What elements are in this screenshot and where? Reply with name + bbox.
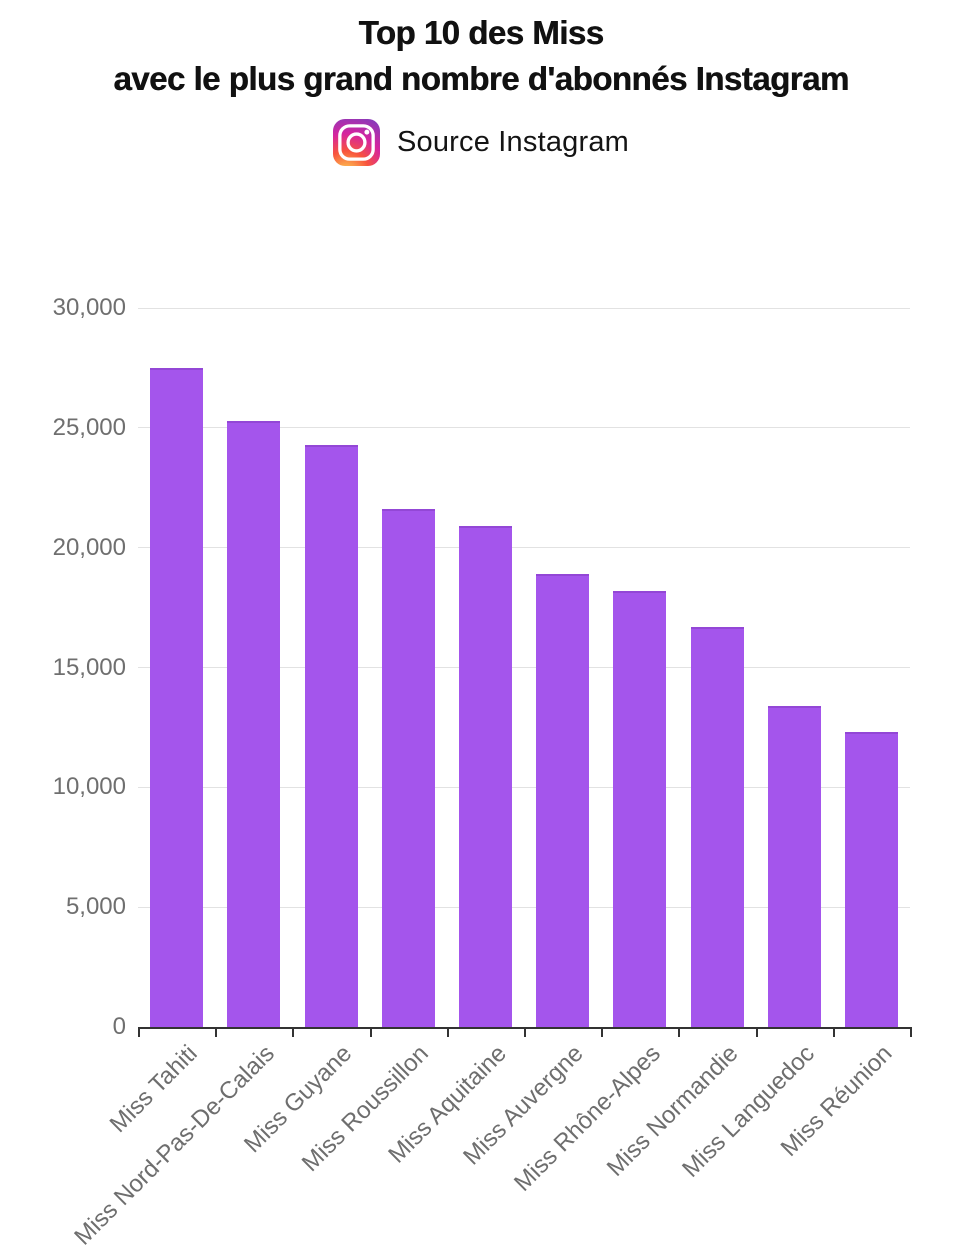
x-tick <box>755 1029 758 1037</box>
bar-miss-roussillon <box>381 509 435 1027</box>
x-tick <box>446 1029 449 1037</box>
x-tick <box>678 1029 681 1037</box>
bar-miss-r-union <box>844 732 898 1027</box>
bar-miss-guyane <box>304 444 358 1027</box>
chart-title: Top 10 des Miss avec le plus grand nombr… <box>0 10 962 102</box>
x-tick <box>910 1029 912 1037</box>
x-tick <box>524 1029 526 1037</box>
chart-title-line1: Top 10 des Miss <box>358 14 604 51</box>
gridline-25000 <box>138 427 910 429</box>
gridline-30000 <box>138 307 910 309</box>
bar-miss-aquitaine <box>458 526 512 1027</box>
source-label: Source Instagram <box>396 126 630 158</box>
source-row: Source Instagram <box>0 119 962 166</box>
x-tick <box>369 1029 372 1037</box>
x-tick-label: Miss Rhône-Alpes <box>509 1040 666 1197</box>
x-tick-label: Miss Normandie <box>601 1040 744 1182</box>
gridline-15000 <box>138 667 910 668</box>
x-tick <box>292 1029 295 1037</box>
y-tick-label: 30,000 <box>52 294 126 321</box>
gridline-5000 <box>138 906 910 908</box>
x-tick <box>215 1029 218 1037</box>
x-axis-line <box>138 1027 912 1029</box>
instagram-icon <box>332 119 380 166</box>
x-tick <box>832 1029 835 1037</box>
y-tick-label: 20,000 <box>52 533 126 561</box>
y-tick-label: 25,000 <box>52 413 126 441</box>
y-tick-label: 15,000 <box>52 653 126 681</box>
bar-miss-normandie <box>690 626 744 1027</box>
chart-title-line2: avec le plus grand nombre d'abonnés Inst… <box>113 60 849 97</box>
y-tick-label: 10,000 <box>52 773 126 801</box>
gridline-10000 <box>138 786 910 788</box>
bar-miss-tahiti <box>150 367 204 1027</box>
y-tick-label: 0 <box>112 1013 126 1040</box>
bar-miss-rh-ne-alpes <box>613 590 667 1027</box>
bar-miss-languedoc <box>767 705 821 1027</box>
x-tick <box>601 1029 604 1037</box>
bar-miss-nord-pas-de-calais <box>227 420 281 1027</box>
x-tick-label: Miss Languedoc <box>677 1040 821 1183</box>
y-tick-label: 5,000 <box>65 893 126 921</box>
gridline-20000 <box>138 547 910 549</box>
x-tick <box>138 1029 140 1037</box>
bar-miss-auvergne <box>536 574 590 1027</box>
